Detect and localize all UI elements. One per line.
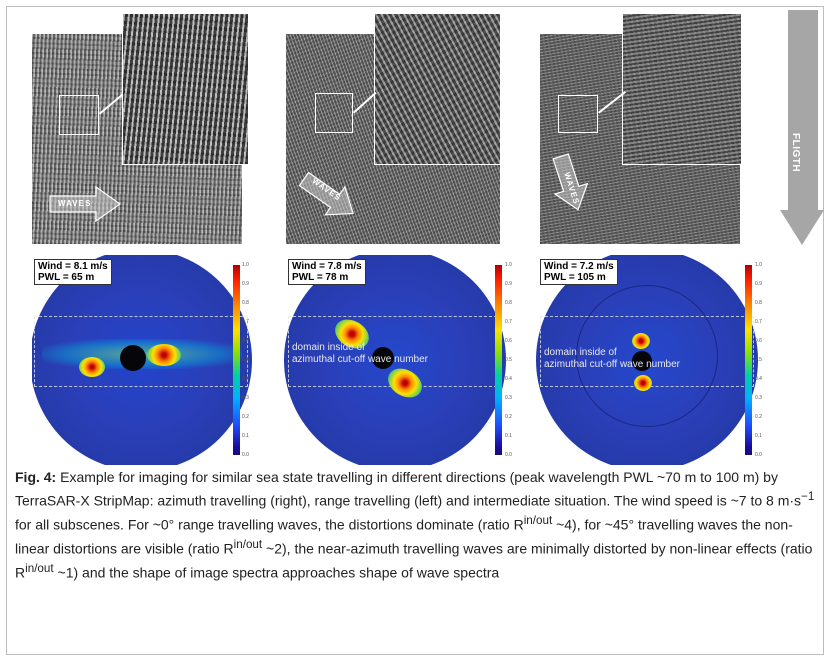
colorbar-ticks: 1.0 0.9 0.8 0.7 0.6 0.5 0.4 0.3 0.2 0.1 … xyxy=(242,262,249,458)
peak-wavelength: PWL = 78 m xyxy=(292,272,349,283)
sar-zoom-intermediate xyxy=(374,13,501,165)
figure-caption: Fig. 4: Example for imaging for similar … xyxy=(15,469,815,581)
wind-speed: Wind = 7.8 m/s xyxy=(292,261,362,272)
colorbar-ticks: 1.0 0.9 0.8 0.7 0.6 0.5 0.4 0.3 0.2 0.1 … xyxy=(505,262,512,458)
flight-label: FLIGTH xyxy=(790,133,801,173)
colorbar xyxy=(745,265,752,455)
figure-frame xyxy=(6,6,824,655)
colorbar-ticks: 1.0 0.9 0.8 0.7 0.6 0.5 0.4 0.3 0.2 0.1 … xyxy=(755,262,762,458)
zero-frequency-mask xyxy=(372,347,394,369)
spectral-peak xyxy=(632,333,650,349)
peak-wavelength: PWL = 65 m xyxy=(38,272,95,283)
spectrum-panel-intermediate: domain inside of azimuthal cut-off wave … xyxy=(284,255,506,465)
spectral-peak xyxy=(634,375,652,391)
flight-direction-arrow xyxy=(780,10,824,245)
wave-direction-arrow xyxy=(49,185,122,223)
zero-frequency-mask xyxy=(120,345,146,371)
sar-zoom-range xyxy=(122,13,249,165)
spectral-peak xyxy=(147,344,181,366)
sar-zoom-azimuth xyxy=(622,13,742,165)
spectrum-info: Wind = 7.2 m/s PWL = 105 m xyxy=(540,259,618,285)
wind-speed: Wind = 7.2 m/s xyxy=(544,261,614,272)
colorbar xyxy=(495,265,502,455)
spectrum-info: Wind = 8.1 m/s PWL = 65 m xyxy=(34,259,112,285)
spectral-peak xyxy=(79,357,105,377)
zero-frequency-mask xyxy=(632,351,652,371)
spectrum-panel-range: Wind = 8.1 m/s PWL = 65 m xyxy=(32,255,252,465)
zoom-box xyxy=(59,95,99,135)
arrow-label: WAVES xyxy=(58,199,92,208)
colorbar xyxy=(233,265,240,455)
wave-direction-arrow xyxy=(552,153,589,211)
domain-label: domain inside of azimuthal cut-off wave … xyxy=(292,342,428,365)
wave-direction-arrow xyxy=(298,171,354,216)
cutoff-domain xyxy=(34,316,248,387)
zoom-box xyxy=(558,95,598,133)
spectrum-panel-azimuth: domain inside of azimuthal cut-off wave … xyxy=(536,255,758,465)
peak-wavelength: PWL = 105 m xyxy=(544,272,606,283)
figure-label: Fig. 4: xyxy=(15,469,57,485)
wind-speed: Wind = 8.1 m/s xyxy=(38,261,108,272)
spectrum-info: Wind = 7.8 m/s PWL = 78 m xyxy=(288,259,366,285)
domain-label: domain inside of azimuthal cut-off wave … xyxy=(544,347,680,370)
zoom-box xyxy=(315,93,353,133)
